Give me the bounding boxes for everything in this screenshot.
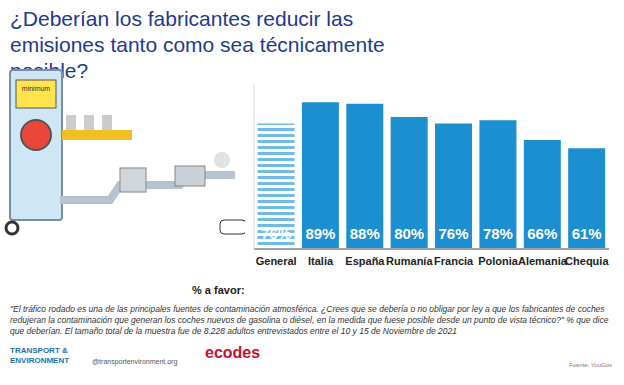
html-text:% a favor:: % a favor: — [192, 284, 245, 296]
svg-text:Rumanía: Rumanía — [386, 255, 433, 267]
svg-text:Polonia: Polonia — [478, 255, 519, 267]
html-text:TRANSPORT & ENVIRONMENT: TRANSPORT & ENVIRONMENT — [10, 346, 70, 365]
svg-text:61%: 61% — [572, 225, 602, 242]
html-text:¿Deberían los fabricantes redu: ¿Deberían los fabricantes reducir las em… — [10, 7, 385, 82]
svg-text:España: España — [345, 255, 385, 267]
svg-text:76%: 76% — [439, 225, 469, 242]
svg-text:89%: 89% — [305, 225, 335, 242]
svg-text:78%: 78% — [483, 225, 513, 242]
html-text:Fuente: YouGov: Fuente: YouGov — [569, 362, 612, 368]
svg-text:Chequia: Chequia — [565, 255, 609, 267]
html-text:@transportenvironment.org: @transportenvironment.org — [92, 358, 178, 365]
svg-text:General: General — [256, 255, 297, 267]
svg-text:minimum: minimum — [22, 85, 51, 92]
svg-text:Alemania: Alemania — [518, 255, 568, 267]
svg-text:88%: 88% — [350, 225, 380, 242]
html-text:"El tráfico rodado es una de l: "El tráfico rodado es una de las princip… — [10, 304, 609, 336]
svg-text:Francia: Francia — [434, 255, 474, 267]
svg-text:76%: 76% — [261, 225, 291, 242]
svg-text:66%: 66% — [527, 225, 557, 242]
svg-text:Italia: Italia — [308, 255, 334, 267]
html-text:ecodes: ecodes — [205, 344, 261, 361]
svg-text:80%: 80% — [394, 225, 424, 242]
